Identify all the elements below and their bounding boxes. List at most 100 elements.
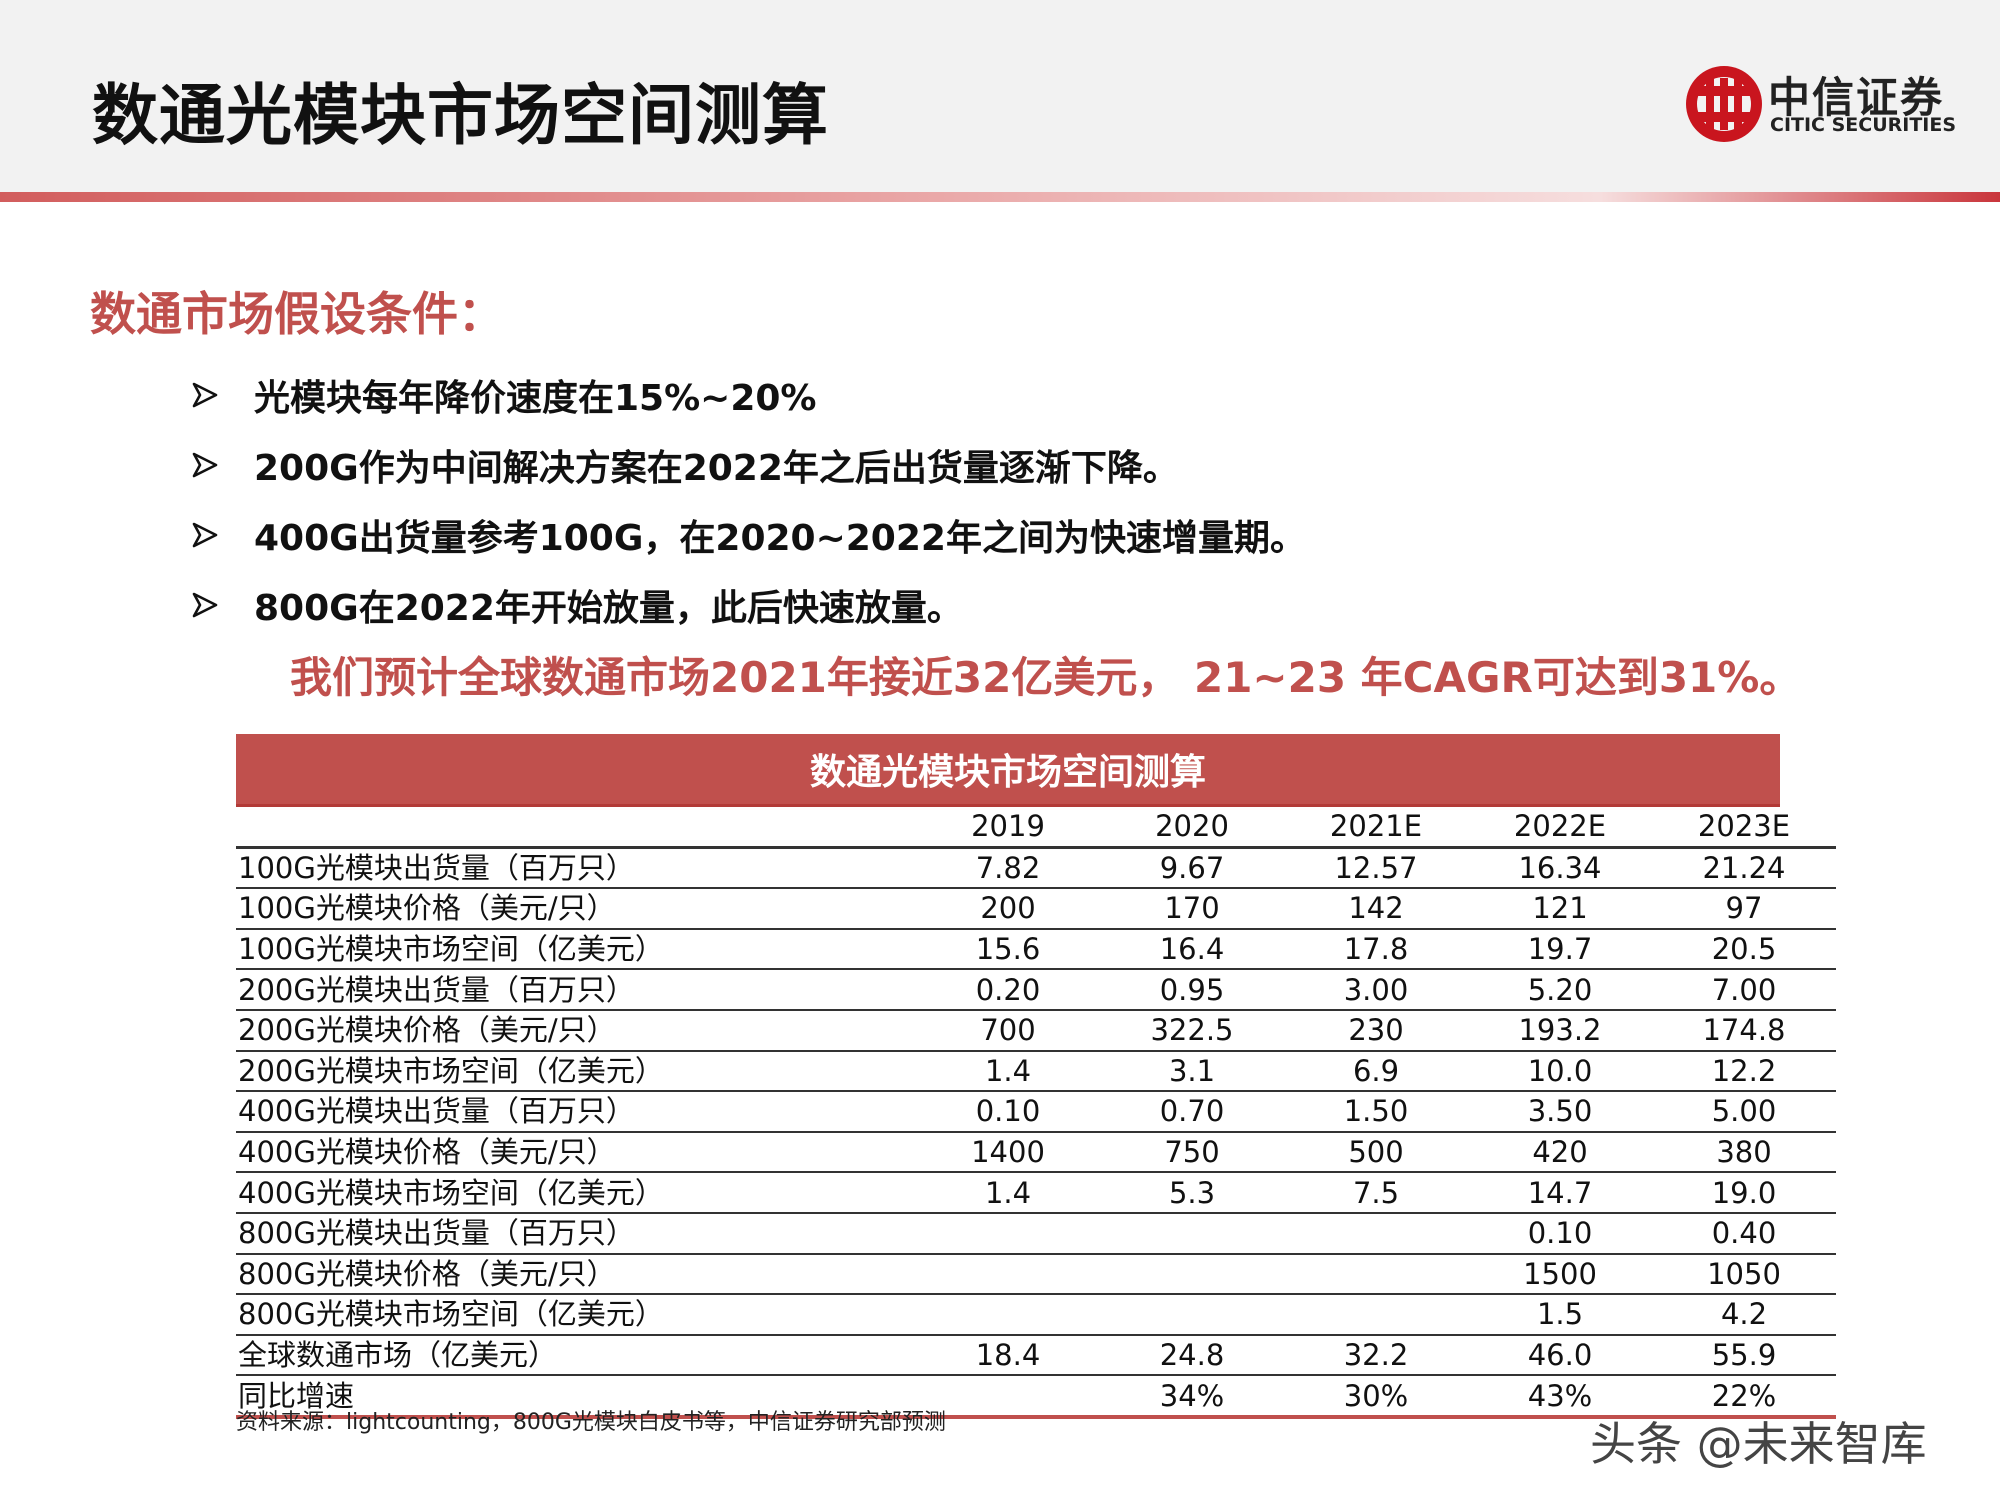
table-cell: 1.4 — [916, 1172, 1100, 1214]
table-cell: 6.9 — [1284, 1050, 1468, 1093]
header-band — [0, 0, 2000, 192]
table-row: 400G光模块市场空间（亿美元） 1.4 5.3 7.5 14.7 19.0 — [236, 1172, 1836, 1214]
table-cell: 14.7 — [1468, 1172, 1652, 1214]
table-cell: 0.10 — [1468, 1212, 1652, 1255]
table-body: 100G光模块出货量（百万只） 7.82 9.67 12.57 16.34 21.24 10… — [236, 847, 1836, 1419]
table-cell: 16.4 — [1100, 928, 1284, 971]
table-cell: 230 — [1284, 1009, 1468, 1052]
row-label: 800G光模块价格（美元/只） — [236, 1253, 916, 1296]
table-cell: 19.7 — [1468, 928, 1652, 971]
row-label: 400G光模块出货量（百万只） — [236, 1091, 916, 1133]
row-label: 100G光模块市场空间（亿美元） — [236, 928, 916, 971]
source-note: 资料来源：lightcounting，800G光模块白皮书等，中信证券研究部预测 — [236, 1410, 946, 1435]
table-cell — [916, 1212, 1100, 1255]
market-data-table: 2019 2020 2021E 2022E 2023E 100G光模块出货量（百万只） 7… — [236, 807, 1836, 1419]
table-cell: 12.57 — [1284, 847, 1468, 890]
table-row: 400G光模块价格（美元/只） 1400 750 500 420 380 — [236, 1131, 1836, 1174]
table-cell: 32.2 — [1284, 1334, 1468, 1377]
table-row: 100G光模块市场空间（亿美元） 15.6 16.4 17.8 19.7 20.5 — [236, 928, 1836, 971]
table-cell: 0.95 — [1100, 969, 1284, 1011]
table-cell: 1.50 — [1284, 1091, 1468, 1133]
table-cell: 420 — [1468, 1131, 1652, 1174]
arrow-bullet-icon — [192, 382, 218, 408]
assumption-text: 800G在2022年开始放量，此后快速放量。 — [254, 588, 963, 629]
header-divider — [0, 192, 2000, 202]
table-cell: 3.1 — [1100, 1050, 1284, 1093]
column-header: 2020 — [1100, 807, 1284, 849]
table-cell: 30% — [1284, 1375, 1468, 1419]
table-cell: 380 — [1652, 1131, 1836, 1174]
table-cell: 5.3 — [1100, 1172, 1284, 1214]
table-cell: 17.8 — [1284, 928, 1468, 971]
table-cell: 1400 — [916, 1131, 1100, 1174]
table-cell: 97 — [1652, 888, 1836, 930]
watermark: 头条 @未来智库 — [1590, 1417, 1927, 1471]
logo-english-name: CITIC SECURITIES — [1770, 114, 1957, 136]
table-cell: 9.67 — [1100, 847, 1284, 890]
row-label: 800G光模块市场空间（亿美元） — [236, 1294, 916, 1336]
arrow-bullet-icon — [192, 452, 218, 478]
assumption-text: 光模块每年降价速度在15%~20% — [254, 378, 817, 419]
table-cell: 750 — [1100, 1131, 1284, 1174]
table-cell: 5.00 — [1652, 1091, 1836, 1133]
table-cell — [1284, 1294, 1468, 1336]
arrow-bullet-icon — [192, 592, 218, 618]
table-cell: 3.00 — [1284, 969, 1468, 1011]
table-cell: 24.8 — [1100, 1334, 1284, 1377]
assumption-text: 400G出货量参考100G，在2020~2022年之间为快速增量期。 — [254, 518, 1306, 559]
row-label: 200G光模块市场空间（亿美元） — [236, 1050, 916, 1093]
table-cell: 0.40 — [1652, 1212, 1836, 1255]
table-cell: 174.8 — [1652, 1009, 1836, 1052]
row-label: 100G光模块出货量（百万只） — [236, 847, 916, 890]
market-table: 数通光模块市场空间测算 2019 2020 2021E 2022E 2023E 100G… — [236, 734, 1836, 1419]
assumption-text: 200G作为中间解决方案在2022年之后出货量逐渐下降。 — [254, 448, 1179, 489]
row-label: 全球数通市场（亿美元） — [236, 1334, 916, 1377]
table-cell: 7.82 — [916, 847, 1100, 890]
row-label: 800G光模块出货量（百万只） — [236, 1212, 916, 1255]
table-row: 同比增速 34% 30% 43% 22% — [236, 1375, 1836, 1419]
table-row: 800G光模块价格（美元/只） 1500 1050 — [236, 1253, 1836, 1296]
table-cell: 20.5 — [1652, 928, 1836, 971]
arrow-bullet-icon — [192, 522, 218, 548]
table-cell — [916, 1294, 1100, 1336]
table-cell: 1.5 — [1468, 1294, 1652, 1336]
assumption-item: 光模块每年降价速度在15%~20% — [190, 360, 1306, 430]
table-cell: 10.0 — [1468, 1050, 1652, 1093]
table-cell: 55.9 — [1652, 1334, 1836, 1377]
table-cell — [1100, 1294, 1284, 1336]
column-header: 2022E — [1468, 807, 1652, 849]
assumption-item: 200G作为中间解决方案在2022年之后出货量逐渐下降。 — [190, 430, 1306, 500]
table-cell — [1100, 1212, 1284, 1255]
row-label: 400G光模块价格（美元/只） — [236, 1131, 916, 1174]
table-cell: 500 — [1284, 1131, 1468, 1174]
table-cell: 19.0 — [1652, 1172, 1836, 1214]
column-header: 2021E — [1284, 807, 1468, 849]
column-header: 2019 — [916, 807, 1100, 849]
table-cell: 18.4 — [916, 1334, 1100, 1377]
table-cell: 322.5 — [1100, 1009, 1284, 1052]
table-cell: 4.2 — [1652, 1294, 1836, 1336]
table-cell: 34% — [1100, 1375, 1284, 1419]
table-cell: 43% — [1468, 1375, 1652, 1419]
table-cell: 21.24 — [1652, 847, 1836, 890]
table-row: 100G光模块价格（美元/只） 200 170 142 121 97 — [236, 888, 1836, 930]
table-cell: 7.00 — [1652, 969, 1836, 1011]
table-row: 全球数通市场（亿美元） 18.4 24.8 32.2 46.0 55.9 — [236, 1334, 1836, 1377]
table-row: 200G光模块价格（美元/只） 700 322.5 230 193.2 174.8 — [236, 1009, 1836, 1052]
table-cell: 142 — [1284, 888, 1468, 930]
row-label: 200G光模块出货量（百万只） — [236, 969, 916, 1011]
table-cell: 46.0 — [1468, 1334, 1652, 1377]
table-title: 数通光模块市场空间测算 — [236, 734, 1780, 807]
page-title: 数通光模块市场空间测算 — [92, 77, 829, 154]
assumptions-title: 数通市场假设条件： — [90, 287, 504, 341]
table-cell: 170 — [1100, 888, 1284, 930]
table-cell: 3.50 — [1468, 1091, 1652, 1133]
assumption-item: 800G在2022年开始放量，此后快速放量。 — [190, 570, 1306, 640]
table-cell: 0.20 — [916, 969, 1100, 1011]
table-cell: 0.70 — [1100, 1091, 1284, 1133]
table-cell: 1050 — [1652, 1253, 1836, 1296]
table-row: 800G光模块市场空间（亿美元） 1.5 4.2 — [236, 1294, 1836, 1336]
table-cell: 700 — [916, 1009, 1100, 1052]
table-row: 200G光模块市场空间（亿美元） 1.4 3.1 6.9 10.0 12.2 — [236, 1050, 1836, 1093]
table-cell: 121 — [1468, 888, 1652, 930]
